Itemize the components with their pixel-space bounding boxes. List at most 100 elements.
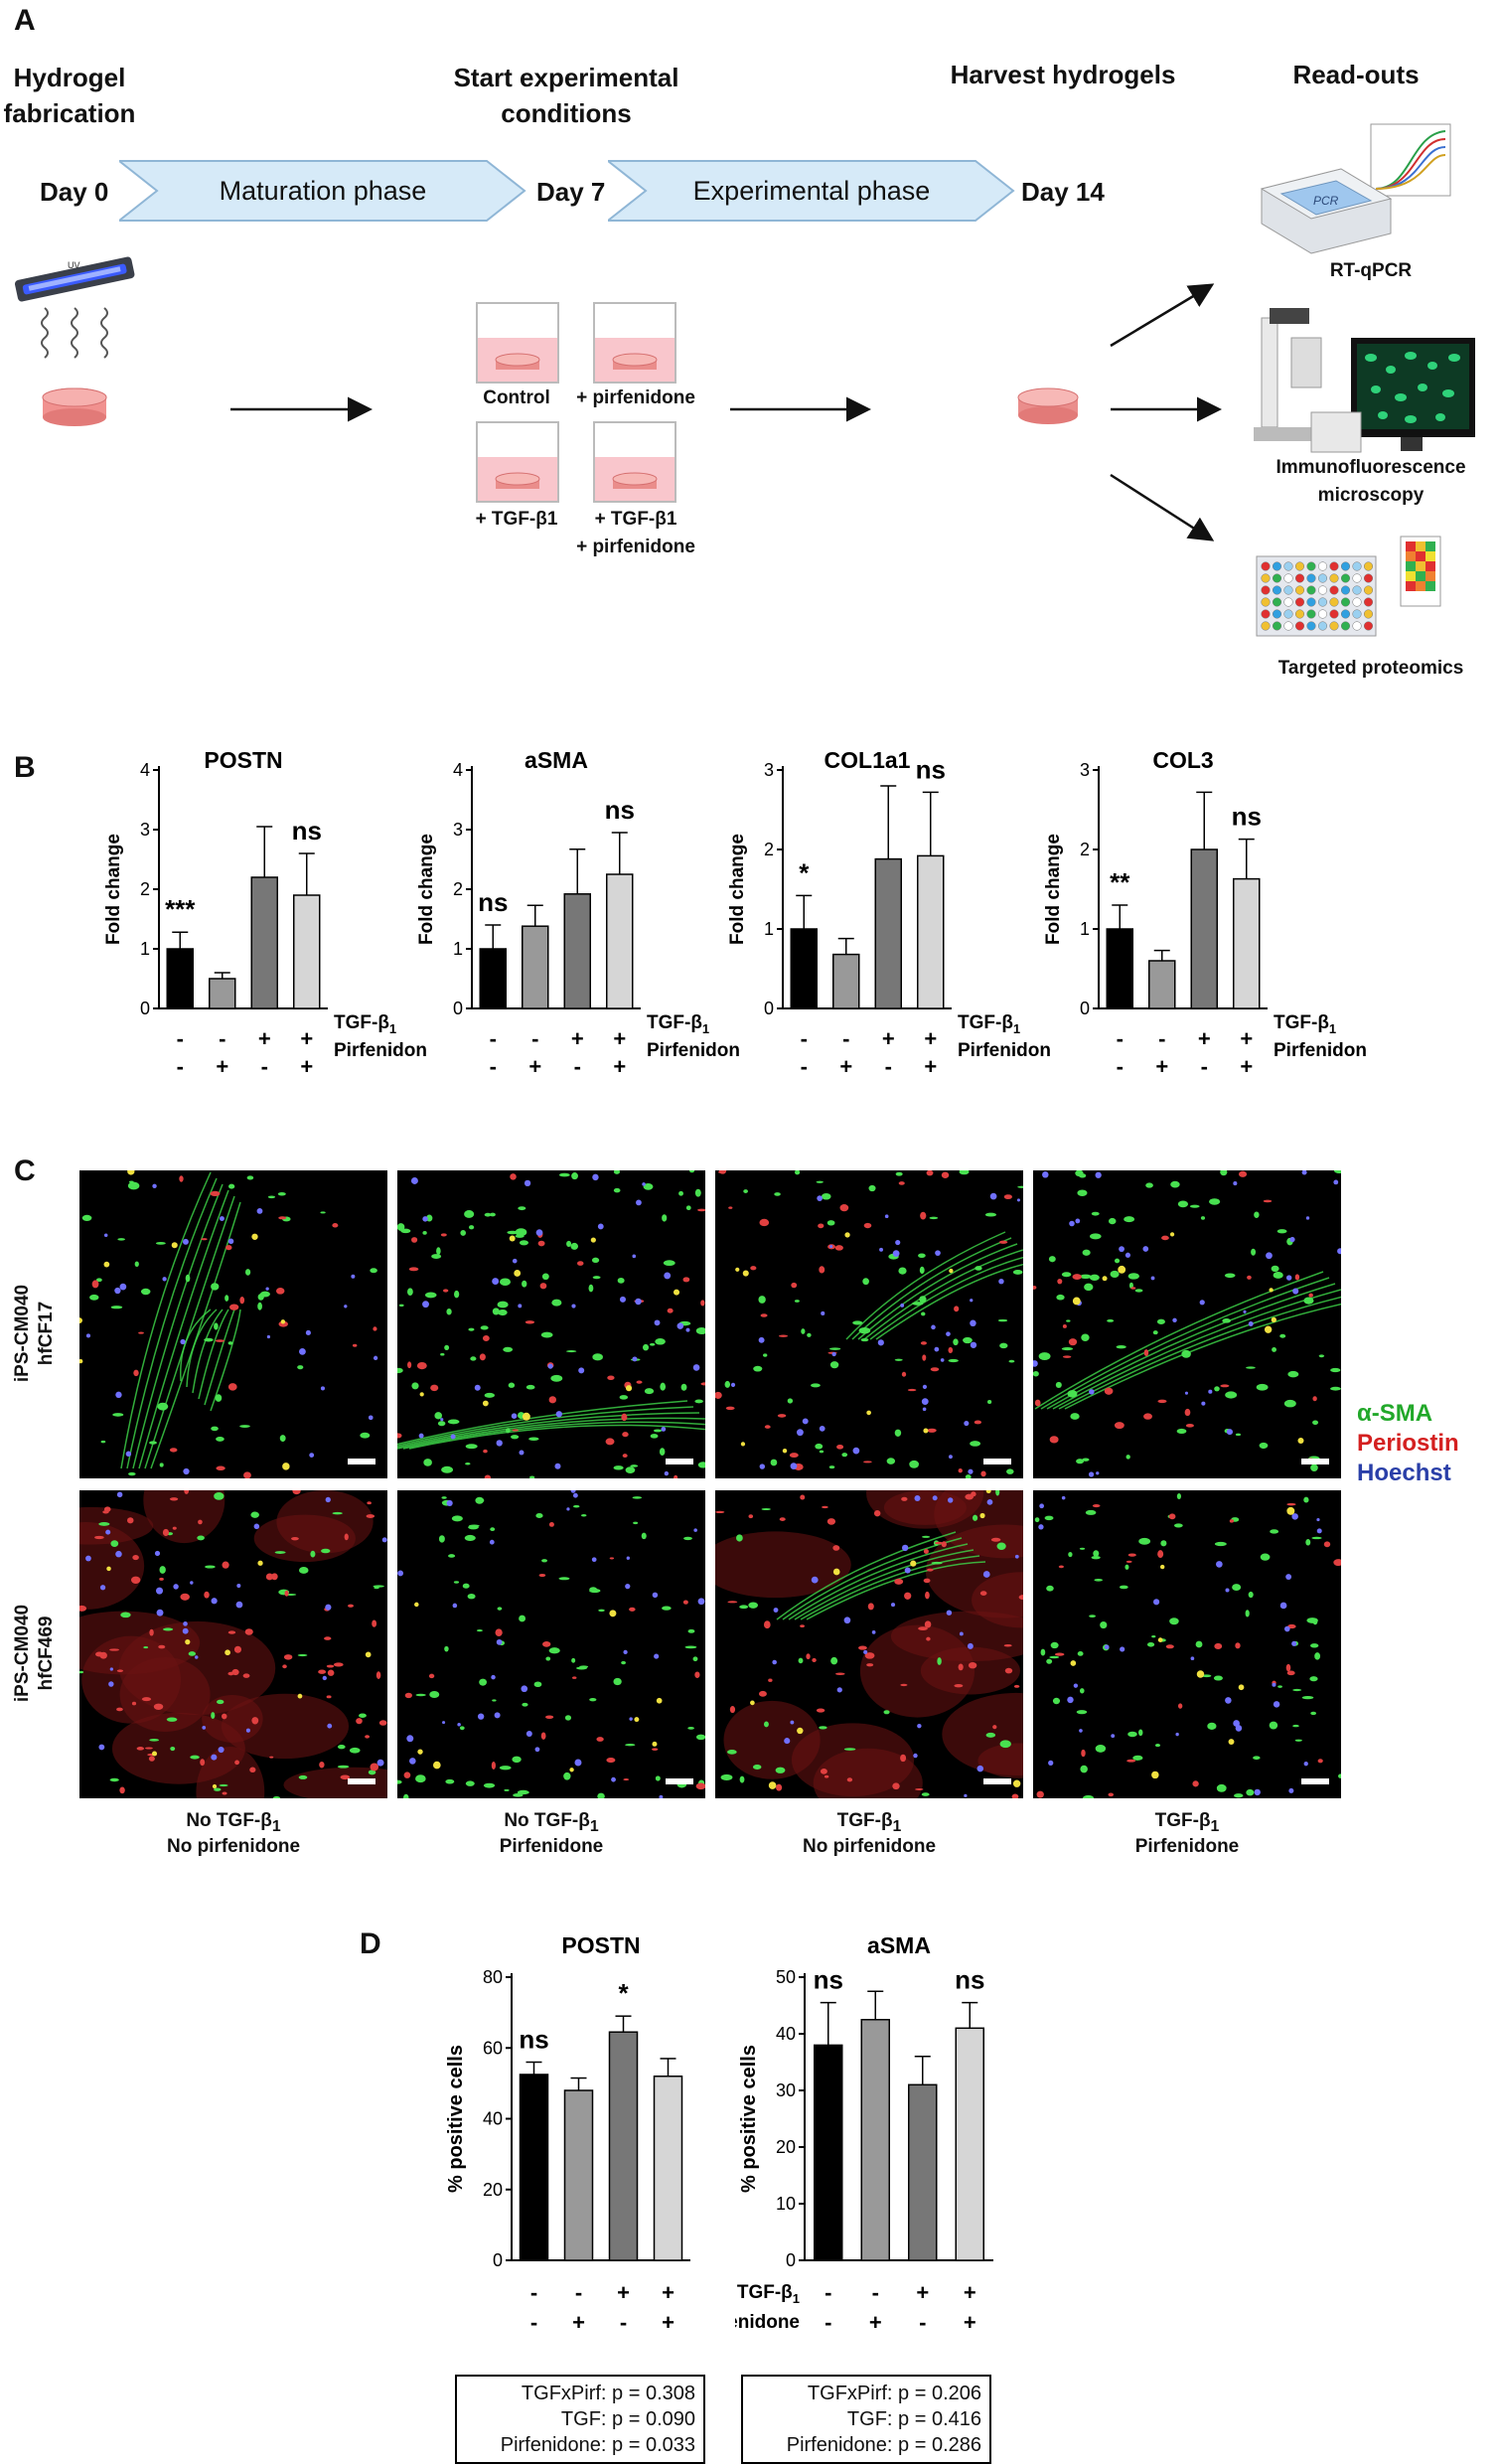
asma-cell bbox=[415, 1693, 426, 1697]
asma-cell bbox=[423, 1459, 432, 1466]
periostin-cell bbox=[408, 1267, 419, 1272]
asma-cell bbox=[462, 1583, 470, 1589]
periostin-cell bbox=[404, 1692, 412, 1699]
asma-cell bbox=[591, 1257, 600, 1264]
row1-line2: hfCF17 bbox=[36, 1301, 57, 1366]
asma-cell bbox=[467, 1594, 476, 1600]
periostin-cell bbox=[835, 1672, 845, 1676]
periostin-cell bbox=[605, 1438, 615, 1446]
significance-label: ns bbox=[916, 754, 946, 784]
nucleus bbox=[836, 1687, 842, 1693]
plate-well bbox=[1317, 609, 1328, 619]
asma-cell bbox=[1081, 1333, 1090, 1342]
nucleus bbox=[1248, 1321, 1254, 1326]
condition-pirf: + bbox=[1240, 1054, 1253, 1079]
nucleus bbox=[1095, 1171, 1102, 1178]
nucleus bbox=[325, 1496, 331, 1503]
significance-label: ns bbox=[955, 1965, 984, 1995]
periostin-cell bbox=[1312, 1396, 1317, 1402]
asma-cell bbox=[1225, 1391, 1238, 1399]
row-label-tgf: TGF-β1 bbox=[958, 1012, 1020, 1036]
nucleus bbox=[1073, 1683, 1079, 1688]
asma-cell bbox=[959, 1170, 970, 1175]
asma-cell bbox=[267, 1195, 276, 1199]
periostin-cell bbox=[94, 1535, 104, 1540]
bar bbox=[606, 873, 634, 1009]
periostin-cell bbox=[495, 1628, 503, 1636]
nucleus bbox=[491, 1674, 496, 1680]
asma-cell bbox=[1012, 1270, 1023, 1275]
asma-cell bbox=[1170, 1180, 1180, 1188]
asma-cell bbox=[613, 1677, 622, 1686]
asma-cell bbox=[921, 1311, 926, 1316]
y-tick-label: 0 bbox=[140, 999, 150, 1018]
asma-cell bbox=[1330, 1367, 1341, 1373]
nucleus bbox=[629, 1717, 633, 1721]
asma-cell bbox=[1305, 1539, 1311, 1546]
nucleus bbox=[397, 1570, 404, 1577]
nucleus bbox=[625, 1583, 631, 1590]
condition-pirf: + bbox=[869, 2310, 882, 2335]
asma-cell bbox=[1306, 1617, 1318, 1623]
periostin-cell bbox=[622, 1432, 629, 1438]
periostin-cell bbox=[138, 1331, 144, 1334]
nucleus bbox=[895, 1239, 901, 1246]
asma-cell bbox=[1125, 1455, 1130, 1460]
stat-postn-interaction: TGFxPirf: p = 0.308 bbox=[521, 2383, 695, 2404]
plate-well bbox=[1261, 573, 1271, 583]
asma-cell bbox=[528, 1437, 539, 1442]
asma-fiber bbox=[397, 1417, 705, 1450]
asma-cell bbox=[883, 1710, 890, 1715]
periostin-cell bbox=[791, 1282, 798, 1289]
asma-cell bbox=[819, 1450, 825, 1454]
condition-pirf: - bbox=[261, 1054, 268, 1079]
nucleus bbox=[115, 1391, 122, 1399]
plate-well bbox=[1306, 621, 1316, 631]
asma-cell bbox=[687, 1726, 694, 1730]
periostin-cell bbox=[915, 1787, 924, 1790]
row-label-tgf-sub: 1 bbox=[1329, 1021, 1336, 1036]
asma-cell bbox=[858, 1326, 871, 1334]
plate-well bbox=[1317, 597, 1328, 607]
asma-cell bbox=[1110, 1270, 1120, 1278]
asma-cell bbox=[625, 1744, 636, 1747]
asma-cell bbox=[525, 1384, 535, 1390]
nucleus bbox=[325, 1604, 332, 1611]
scale-bar bbox=[983, 1778, 1011, 1784]
asma-cell bbox=[659, 1448, 666, 1457]
colocalized-cell bbox=[673, 1289, 680, 1296]
caption-tgfpirf-sub: 1 bbox=[1210, 1817, 1220, 1835]
colocalized-cell bbox=[1196, 1670, 1205, 1678]
periostin-signal bbox=[283, 1767, 387, 1798]
periostin-cell bbox=[776, 1783, 783, 1791]
condition-pirf: - bbox=[1117, 1054, 1124, 1079]
condition-tgf: - bbox=[219, 1026, 225, 1051]
nucleus bbox=[554, 1463, 561, 1469]
nucleus bbox=[236, 1584, 241, 1589]
nucleus bbox=[534, 1747, 540, 1753]
nucleus bbox=[685, 1327, 690, 1332]
nucleus bbox=[1285, 1574, 1292, 1581]
asma-cell bbox=[1333, 1170, 1341, 1174]
asma-cell bbox=[1034, 1517, 1040, 1523]
nucleus bbox=[512, 1258, 518, 1264]
maturation-phase-label: Maturation phase bbox=[219, 175, 427, 206]
colocalized-cell bbox=[1297, 1437, 1304, 1445]
nucleus bbox=[309, 1453, 315, 1459]
periostin-cell bbox=[920, 1341, 927, 1345]
periostin-cell bbox=[682, 1600, 688, 1605]
periostin-cell bbox=[222, 1561, 229, 1569]
bar bbox=[166, 948, 194, 1009]
asma-cell bbox=[406, 1288, 413, 1296]
periostin-cell bbox=[1057, 1278, 1063, 1285]
condition-pirf: - bbox=[574, 1054, 581, 1079]
periostin-cell bbox=[233, 1645, 242, 1653]
periostin-cell bbox=[901, 1371, 907, 1377]
periostin-cell bbox=[229, 1304, 239, 1310]
asma-cell bbox=[89, 1294, 99, 1301]
periostin-cell bbox=[198, 1519, 203, 1525]
asma-cell bbox=[337, 1765, 350, 1769]
significance-label: ns bbox=[1232, 802, 1262, 832]
asma-cell bbox=[821, 1192, 831, 1200]
condition-tgf: + bbox=[1198, 1026, 1211, 1051]
